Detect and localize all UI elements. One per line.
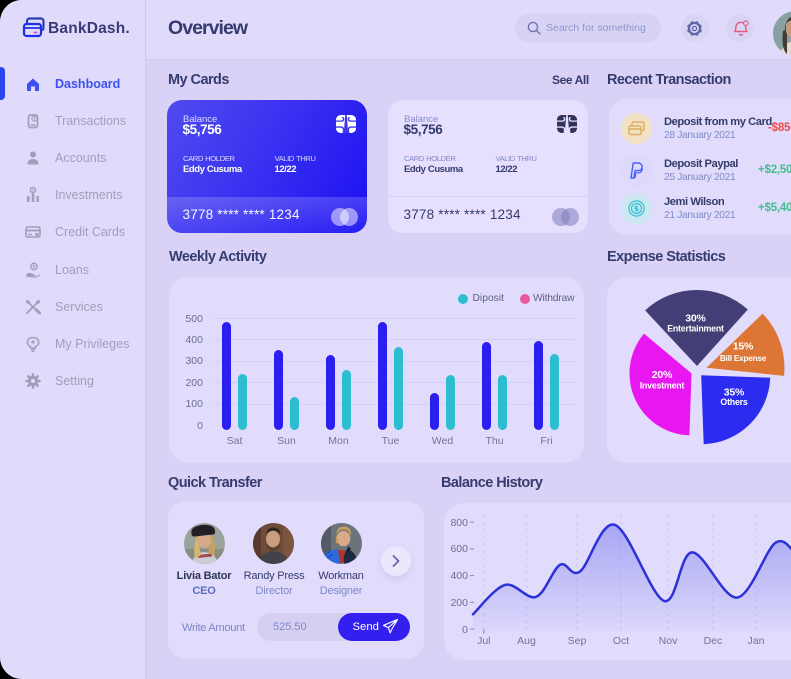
svg-text:30%: 30% <box>685 313 706 325</box>
svg-text:Investment: Investment <box>640 381 685 391</box>
svg-text:Others: Others <box>720 397 747 407</box>
svg-text:Bill Expense: Bill Expense <box>720 354 767 363</box>
svg-text:20%: 20% <box>652 369 673 381</box>
svg-text:35%: 35% <box>724 386 745 398</box>
svg-text:Entertainment: Entertainment <box>667 324 724 334</box>
svg-text:15%: 15% <box>733 341 754 353</box>
